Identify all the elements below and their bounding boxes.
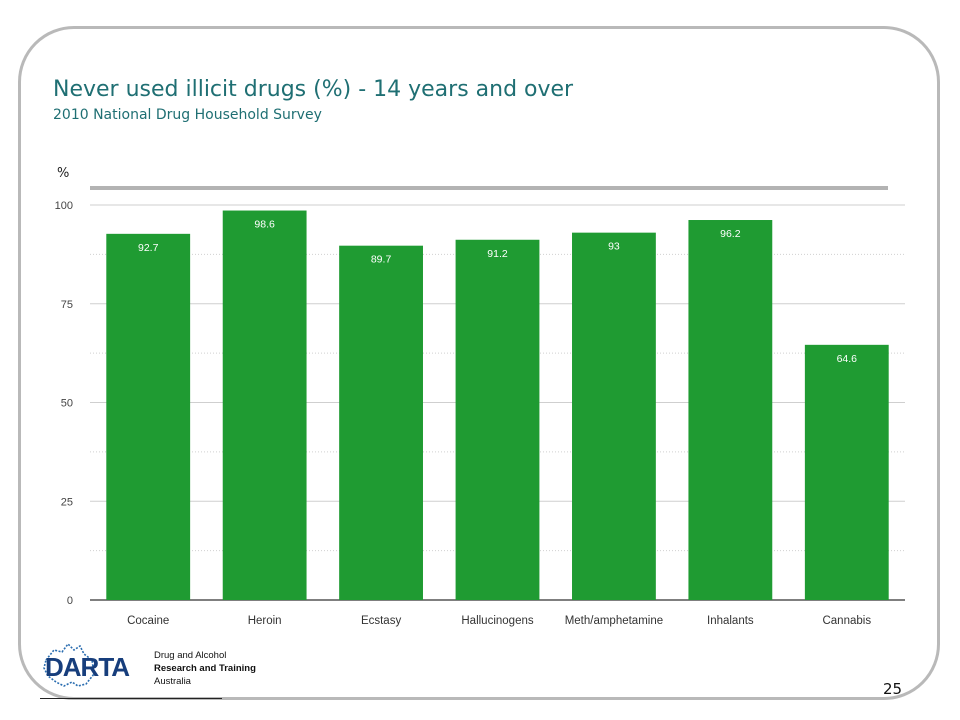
bar (339, 245, 423, 600)
bar (572, 232, 656, 600)
y-tick-label: 25 (61, 496, 73, 508)
x-tick-label: Hallucinogens (461, 615, 533, 627)
y-tick-label: 50 (61, 398, 73, 410)
logo-wordmark: DARTA (45, 652, 130, 682)
x-tick-label: Meth/amphetamine (565, 615, 663, 627)
data-label: 92.7 (138, 242, 159, 254)
bar (804, 344, 889, 600)
y-tick-label: 75 (61, 299, 73, 311)
bar (455, 239, 540, 600)
logo-line-2: Research and Training (154, 663, 256, 674)
y-tick-label: 0 (67, 595, 73, 607)
logo-line-1: Drug and Alcohol (154, 650, 227, 661)
x-tick-label: Cannabis (822, 615, 871, 627)
bar (688, 220, 773, 600)
logo-underline (40, 698, 222, 699)
slide-title: Never used illicit drugs (%) - 14 years … (53, 77, 574, 102)
data-label: 96.2 (720, 228, 741, 240)
x-tick-label: Heroin (248, 615, 282, 627)
y-tick-label: 100 (55, 200, 73, 212)
x-tick-label: Ecstasy (361, 615, 402, 627)
data-label: 64.6 (837, 353, 858, 365)
slide-subtitle: 2010 National Drug Household Survey (53, 107, 322, 123)
data-label: 91.2 (487, 248, 508, 260)
page-number: 25 (883, 680, 903, 698)
chart-top-rule (90, 186, 888, 190)
data-label: 93 (608, 241, 620, 253)
data-label: 89.7 (371, 254, 392, 266)
bar (222, 210, 307, 600)
darta-logo: DARTA Drug and Alcohol Research and Trai… (40, 640, 256, 698)
logo-line-3: Australia (154, 676, 191, 687)
data-label: 98.6 (254, 219, 275, 231)
x-tick-label: Inhalants (707, 615, 754, 627)
y-axis-label: % (57, 166, 70, 181)
bar (106, 233, 191, 600)
x-tick-label: Cocaine (127, 615, 169, 627)
